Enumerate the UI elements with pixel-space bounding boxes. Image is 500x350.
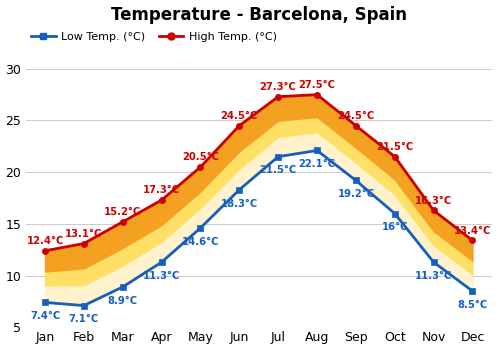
Text: 11.3°C: 11.3°C — [143, 271, 180, 281]
Text: 27.5°C: 27.5°C — [298, 80, 336, 90]
Text: 12.4°C: 12.4°C — [26, 236, 64, 246]
Text: 15.2°C: 15.2°C — [104, 207, 142, 217]
Text: 13.4°C: 13.4°C — [454, 226, 491, 236]
Text: 19.2°C: 19.2°C — [338, 189, 374, 199]
Text: 27.3°C: 27.3°C — [260, 82, 296, 92]
Text: 16.3°C: 16.3°C — [415, 196, 452, 206]
Text: 14.6°C: 14.6°C — [182, 237, 219, 247]
Text: 13.1°C: 13.1°C — [65, 229, 102, 239]
Text: 7.1°C: 7.1°C — [69, 314, 99, 324]
Text: 8.5°C: 8.5°C — [458, 300, 488, 310]
Text: 20.5°C: 20.5°C — [182, 152, 219, 162]
Text: 21.5°C: 21.5°C — [260, 166, 297, 175]
Text: 8.9°C: 8.9°C — [108, 296, 138, 306]
Text: 22.1°C: 22.1°C — [298, 159, 336, 169]
Legend: Low Temp. (°C), High Temp. (°C): Low Temp. (°C), High Temp. (°C) — [31, 32, 276, 42]
Text: 7.4°C: 7.4°C — [30, 311, 60, 321]
Text: 24.5°C: 24.5°C — [338, 111, 374, 121]
Text: 17.3°C: 17.3°C — [143, 186, 180, 195]
Title: Temperature - Barcelona, Spain: Temperature - Barcelona, Spain — [111, 6, 407, 23]
Text: 16°C: 16°C — [382, 222, 408, 232]
Text: 11.3°C: 11.3°C — [415, 271, 453, 281]
Text: 21.5°C: 21.5°C — [376, 142, 414, 152]
Text: 18.3°C: 18.3°C — [220, 198, 258, 209]
Text: 24.5°C: 24.5°C — [220, 111, 258, 121]
